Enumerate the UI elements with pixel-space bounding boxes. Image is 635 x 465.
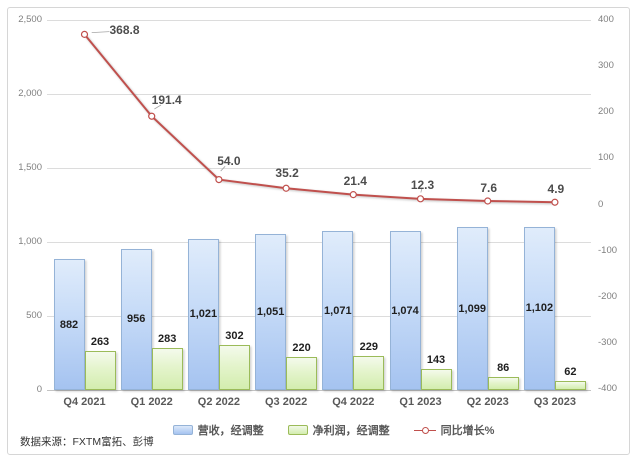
x-axis-label: Q3 2022: [264, 396, 308, 408]
bar-revenue-value: 1,051: [256, 306, 285, 319]
left-axis-tick-label: 0: [36, 384, 42, 395]
right-axis-tick-label: 400: [598, 14, 614, 25]
gridline: [47, 20, 591, 21]
legend-item: 净利润，经调整: [287, 422, 390, 438]
growth-value-label: 4.9: [547, 182, 565, 197]
bar-revenue: [187, 238, 219, 390]
gridline: [47, 94, 591, 95]
legend: 营收，经调整 净利润，经调整 同比增长%: [0, 421, 635, 439]
bar-profit: [218, 345, 250, 390]
gridline: [47, 316, 591, 317]
bar-revenue-value: 1,021: [189, 308, 218, 321]
bar-revenue-value: 1,074: [391, 304, 419, 317]
source-note: 数据来源：FXTM富拓、彭博: [20, 436, 154, 448]
legend-label: 同比增长%: [440, 425, 495, 437]
bar-profit-value: 263: [90, 336, 110, 349]
bar-revenue: [255, 234, 287, 390]
legend-profit-swatch-icon: [287, 425, 308, 435]
bar-revenue: [120, 248, 152, 390]
x-axis-label: Q2 2023: [466, 396, 509, 408]
left-axis-tick-label: 500: [26, 310, 42, 321]
bar-profit-value: 302: [225, 330, 244, 343]
growth-value-label: 54.0: [217, 153, 241, 168]
bar-revenue-value: 882: [59, 318, 79, 331]
legend-label: 营收，经调整: [197, 425, 264, 437]
legend-line-dot-icon: [421, 427, 429, 434]
x-axis-label: Q3 2023: [533, 396, 576, 408]
x-axis-label: Q1 2022: [130, 396, 173, 408]
right-axis-tick-label: 200: [598, 106, 614, 118]
bar-revenue: [389, 231, 421, 390]
bar-revenue: [53, 259, 85, 390]
bar-revenue: [456, 227, 488, 390]
x-axis-label: Q2 2022: [197, 396, 240, 408]
x-axis-label: Q1 2023: [399, 396, 442, 408]
right-axis-tick-label: -300: [598, 336, 618, 348]
bar-profit-value: 143: [426, 353, 446, 366]
legend-label: 净利润，经调整: [312, 425, 390, 437]
bar-profit: [286, 357, 318, 390]
right-axis-tick-label: 100: [598, 152, 614, 164]
gridline: [47, 168, 591, 169]
gridline: [47, 242, 591, 243]
right-axis-tick-label: -100: [598, 244, 618, 256]
bar-revenue: [322, 231, 354, 390]
bar-revenue-value: 1,071: [324, 304, 352, 317]
left-axis-tick-label: 2,000: [18, 88, 42, 99]
legend-item: 同比增长%: [413, 422, 495, 438]
growth-value-label: 12.3: [410, 177, 435, 192]
bar-profit-value: 220: [292, 342, 311, 355]
right-axis-tick-label: -400: [598, 383, 618, 394]
growth-value-label: 21.4: [343, 173, 367, 188]
bar-revenue-value: 1,102: [525, 302, 554, 315]
left-axis-tick-label: 2,500: [18, 14, 42, 25]
bar-profit-value: 229: [359, 341, 378, 354]
bar-profit: [84, 351, 116, 390]
bar-revenue-value: 1,099: [458, 302, 486, 315]
bar-profit-value: 283: [158, 333, 177, 346]
legend-revenue-swatch-icon: [172, 425, 193, 435]
left-axis-tick-label: 1,000: [18, 236, 42, 247]
bar-revenue: [523, 226, 555, 390]
legend-item: 营收，经调整: [172, 422, 264, 438]
right-axis-tick-label: 300: [598, 60, 614, 72]
right-axis-tick-label: 0: [598, 198, 604, 210]
right-axis-tick-label: -200: [598, 290, 618, 302]
bar-profit: [353, 356, 385, 390]
growth-value-label: 35.2: [275, 166, 299, 181]
legend-line-marker-icon: [413, 426, 436, 435]
gridline: [47, 390, 591, 391]
x-axis-label: Q4 2022: [332, 396, 375, 408]
bar-profit-value: 62: [564, 365, 577, 378]
bar-profit: [554, 380, 586, 390]
bar-profit-value: 86: [497, 362, 510, 375]
bar-profit: [487, 377, 519, 390]
bar-profit: [151, 348, 183, 390]
x-axis-label: Q4 2021: [63, 396, 106, 408]
left-axis-tick-label: 1,500: [18, 162, 42, 173]
bar-profit: [420, 368, 452, 390]
growth-value-label: 7.6: [480, 180, 498, 195]
growth-value-label: 368.8: [109, 23, 140, 38]
growth-value-label: 191.4: [151, 93, 182, 108]
bar-revenue-value: 956: [127, 313, 146, 326]
